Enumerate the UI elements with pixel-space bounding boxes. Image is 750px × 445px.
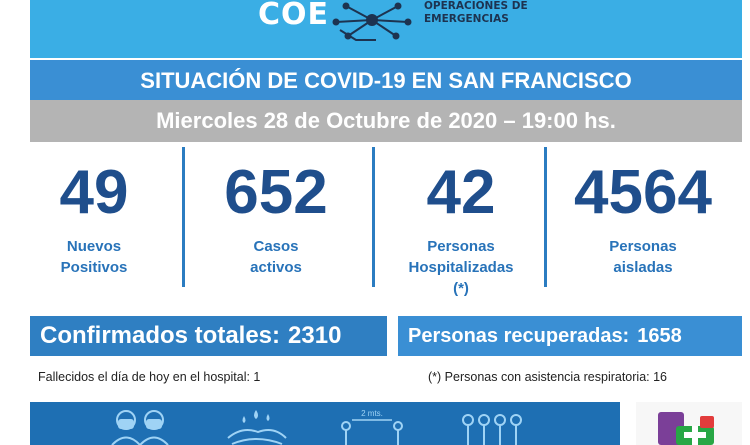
network-icon: [332, 2, 412, 41]
health-cross-icon: [658, 412, 714, 445]
confirmed-total: Confirmados totales: 2310: [30, 316, 387, 356]
stat-label-line: (*): [453, 280, 469, 297]
stat-label-line: activos: [250, 259, 302, 276]
stat-hospitalized: 42 Personas Hospitalizadas (*): [382, 150, 540, 299]
coe-logo: COE: [258, 0, 330, 32]
stat-value: 49: [59, 158, 129, 227]
health-logo: [636, 402, 742, 445]
stat-label-line: Casos: [253, 238, 299, 255]
brand-header: [248, 0, 550, 58]
stat-active-cases: 652 Casos activos: [200, 150, 352, 278]
respiratory-note: (*) Personas con asistencia respiratoria…: [428, 370, 668, 384]
recovered-value: 1658: [637, 324, 682, 347]
stat-label-line: Personas: [427, 238, 495, 255]
deaths-note: Fallecidos el día de hoy en el hospital:…: [38, 370, 261, 384]
stat-label-line: aisladas: [613, 259, 673, 276]
distance-label: 2 mts.: [361, 409, 383, 418]
stat-label-line: Positivos: [60, 259, 128, 276]
hand-washing-icon: [227, 410, 287, 445]
social-distance-icon: 2 mts.: [341, 409, 403, 445]
masks-icon: [111, 410, 169, 445]
stat-divider: [182, 147, 185, 287]
recovered-total: Personas recuperadas: 1658: [398, 316, 742, 356]
confirmed-value: 2310: [288, 322, 342, 349]
stat-divider: [544, 147, 547, 287]
stat-new-positives: 49 Nuevos Positivos: [34, 150, 154, 278]
stat-value: 42: [426, 158, 496, 227]
stat-value: 4564: [574, 158, 712, 227]
brand-line-2: EMERGENCIAS: [424, 13, 509, 25]
stat-label-line: Personas: [609, 238, 677, 255]
stat-isolated: 4564 Personas aisladas: [552, 150, 734, 278]
stat-label-line: Nuevos: [66, 238, 122, 255]
brand-line-1: OPERACIONES DE: [424, 0, 528, 12]
report-date: Miercoles 28 de Octubre de 2020 – 19:00 …: [30, 100, 742, 142]
stat-value: 652: [224, 158, 328, 227]
page-title: SITUACIÓN DE COVID-19 EN SAN FRANCISCO: [30, 60, 742, 101]
confirmed-label: Confirmados totales:: [40, 322, 281, 349]
stat-label-line: Hospitalizadas: [408, 259, 514, 276]
brand-text: OPERACIONES DE EMERGENCIAS: [424, 0, 528, 26]
group-icon: [462, 414, 522, 445]
recovered-label: Personas recuperadas:: [408, 324, 630, 347]
stat-divider: [372, 147, 375, 287]
